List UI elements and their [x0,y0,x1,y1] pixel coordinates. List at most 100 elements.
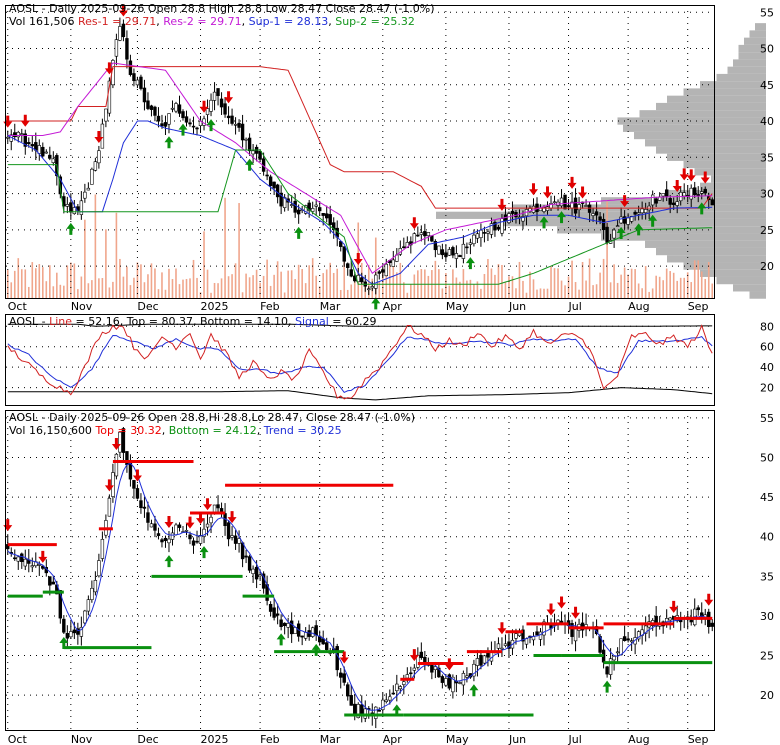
volume-bar [133,277,135,298]
p3-candle-body [65,633,70,639]
signal-line [7,334,713,394]
p3-candle-body [272,607,276,618]
p3-candle-body [402,681,406,685]
p1-candle-body [233,123,238,126]
volume-profile-bar [436,211,766,219]
volume-profile-bar [716,276,766,285]
p3-candle-body [608,658,613,675]
volume-bar [175,268,177,298]
volume-bar [213,282,216,298]
p3-candle-body [388,696,392,701]
volume-bar [466,280,468,298]
p1-candle-body [195,127,199,130]
volume-bar [27,286,30,298]
volume-bar [336,268,339,298]
p3-candle-body [461,673,466,686]
p1-candle-body [433,241,438,251]
p3-candle-body [188,534,192,540]
p3-y-tick-label: 50 [760,452,774,465]
volume-bar [532,279,535,298]
p3-month-label: Dec [137,733,158,745]
p1-candle-body [482,232,487,234]
p3-candle-body [258,574,262,577]
volume-bar [707,262,710,298]
volume-bar [350,284,353,298]
volume-profile-bar [738,52,766,60]
panel1-frame [5,5,715,299]
sell-arrow [557,596,567,609]
volume-bar [10,282,13,298]
p1-candle-body [594,211,599,216]
p3-candle-body [696,607,700,611]
volume-bar [599,272,601,298]
volume-bar [588,258,591,298]
p3-candle-body [282,622,287,627]
p1-candle-body [577,204,581,211]
p3-candle-body [275,613,280,616]
buy-arrow [634,223,644,236]
volume-bar [178,284,181,298]
p3-month-label: May [446,733,469,745]
sell-arrow [203,498,213,511]
sell-arrow [104,479,114,492]
buy-arrow [294,226,304,239]
sell-arrow [185,516,195,529]
p1-candle-body [496,226,501,230]
buy-arrow [276,633,286,646]
p3-candle-body [710,622,714,627]
volume-bar [655,275,657,298]
p1-y-tick-label: 50 [760,43,774,56]
volume-profile-bar [634,131,766,140]
volume-bar [84,219,86,298]
volume-bar [308,265,310,298]
volume-bar [140,264,142,298]
p1-candle-body [184,116,189,123]
p3-candle-body [20,553,24,563]
volume-bar [248,277,251,298]
volume-bar [227,276,230,298]
p3-candle-body [198,535,203,544]
volume-bar [196,277,198,298]
p3-candle-body [174,524,178,536]
p1-candle-body [310,208,315,212]
p3-candle-body [111,472,115,497]
p1-candle-body [279,192,283,207]
volume-bar [20,269,23,298]
volume-bar [322,273,324,298]
p3-candle-body [479,654,483,666]
p3-candle-body [230,535,234,538]
p3-candle-body [156,533,161,536]
sell-arrow [679,168,689,181]
p3-candle-body [605,666,609,675]
p3-candle-body [615,651,620,654]
volume-profile-bar [700,182,766,190]
volume-bar [529,271,531,298]
p1-candle-body [643,209,648,214]
p1-candle-body [332,222,336,231]
p1-candle-body [72,207,77,215]
buy-arrow [697,202,707,215]
volume-bar [487,259,489,298]
p3-month-label: Aug [628,733,649,745]
p1-candle-body [146,100,150,109]
p1-candle-body [360,277,364,283]
p1-candle-body [125,38,129,60]
sell-arrow [20,114,30,127]
p3-candle-body [314,625,318,636]
p1-candle-body [135,79,140,86]
p1-candle-body [349,269,353,277]
volume-bar [252,275,254,298]
panel1-header-line2: Vol 161,506 Res-1 = 29.71, Res-2 = 29.71… [9,15,415,28]
p3-candle-body [205,523,210,528]
p1-candle-body [405,242,410,249]
volume-profile-bar [749,30,766,38]
volume-bar [413,274,416,298]
volume-bar [112,281,114,298]
p3-candle-body [83,610,87,624]
support-2-line [7,149,713,285]
volume-bar [182,279,184,298]
p3-candle-body [444,678,448,686]
volume-bar [206,269,209,298]
p1-candle-body [314,204,318,207]
